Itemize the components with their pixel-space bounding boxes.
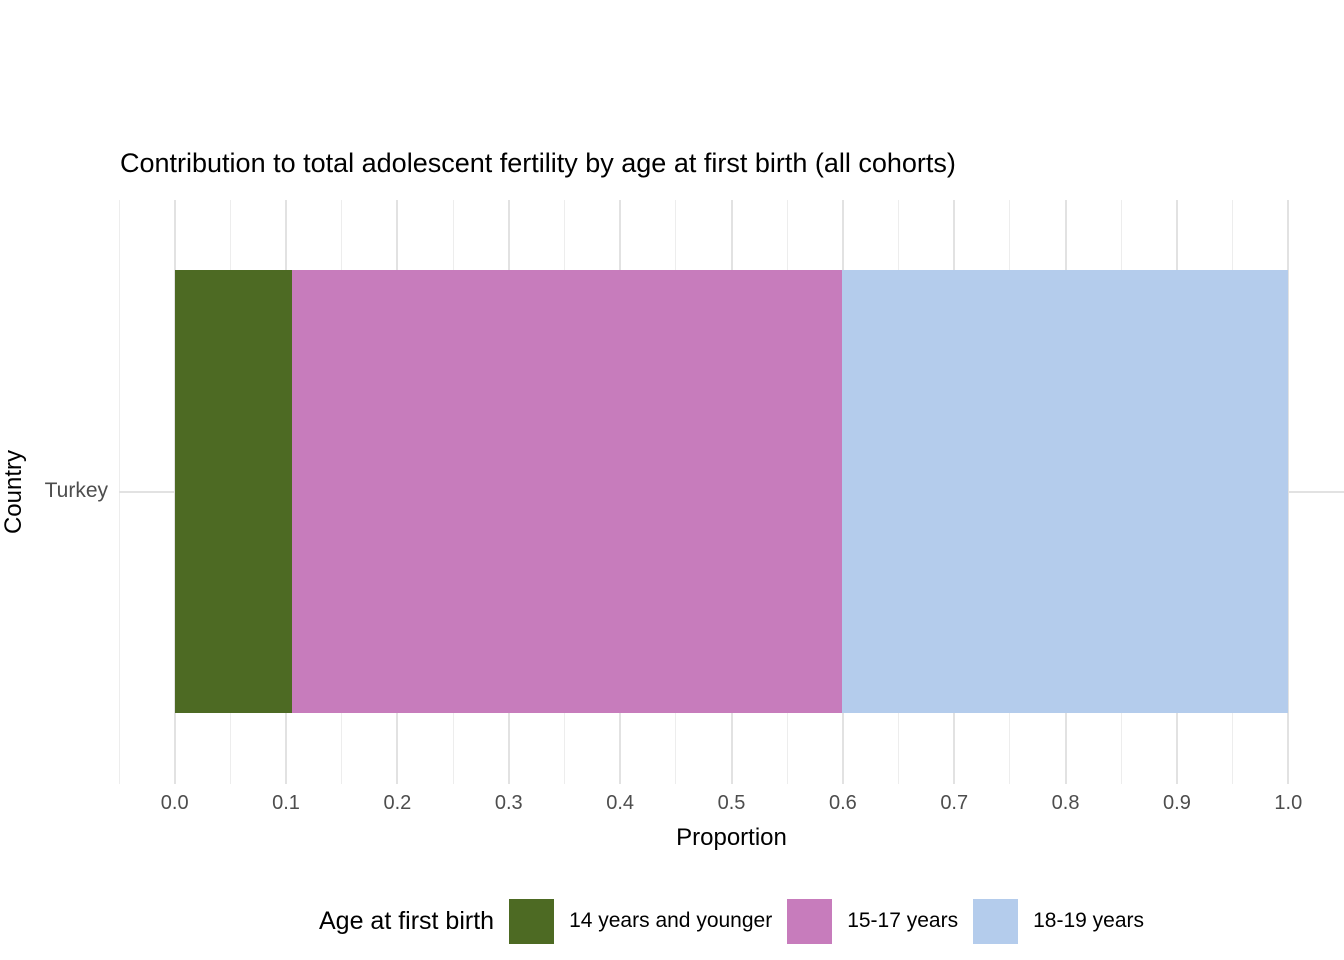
bar-segment-15-17-years	[291, 270, 842, 713]
x-axis-tick-label: 0.1	[272, 792, 300, 814]
x-axis-tick-labels: 0.0 0.1 0.2 0.3 0.4 0.5 0.6 0.7 0.8 0.9 1.0	[119, 792, 1344, 818]
legend-item-label: 18-19 years	[1033, 909, 1145, 932]
plot-panel	[119, 200, 1344, 784]
x-axis-tick-label: 1.0	[1274, 792, 1303, 814]
y-category-label-turkey: Turkey	[44, 479, 108, 502]
x-axis-tick-label: 0.8	[1051, 792, 1080, 814]
legend-item: 14 years and younger	[509, 898, 773, 944]
x-axis-tick-label: 0.5	[717, 792, 746, 814]
x-axis-tick-label: 0.7	[940, 792, 969, 814]
stacked-bar-turkey	[119, 270, 1344, 713]
x-axis-tick-label: 0.2	[383, 792, 412, 814]
bar-segment-18-19-years	[841, 270, 1289, 713]
x-axis-tick-label: 0.6	[828, 792, 857, 814]
legend-item: 18-19 years	[973, 898, 1145, 944]
legend-swatch-icon	[509, 898, 555, 944]
legend-swatch-icon	[787, 898, 833, 944]
legend-swatch-icon	[973, 898, 1019, 944]
legend-item-label: 14 years and younger	[569, 909, 773, 932]
legend-item-label: 15-17 years	[847, 909, 959, 932]
legend-item: 15-17 years	[787, 898, 959, 944]
x-axis-tick-label: 0.4	[606, 792, 635, 814]
x-axis-tick-label: 0.9	[1163, 792, 1191, 814]
x-axis-tick-label: 0.3	[494, 792, 523, 814]
chart-title: Contribution to total adolescent fertili…	[120, 148, 956, 178]
legend: Age at first birth 14 years and younger 1…	[119, 886, 1344, 956]
x-axis-tick-label: 0.0	[160, 792, 189, 814]
legend-title: Age at first birth	[318, 906, 495, 935]
x-axis-title: Proportion	[676, 824, 787, 851]
bar-segment-14-years-and-younger	[174, 270, 292, 713]
